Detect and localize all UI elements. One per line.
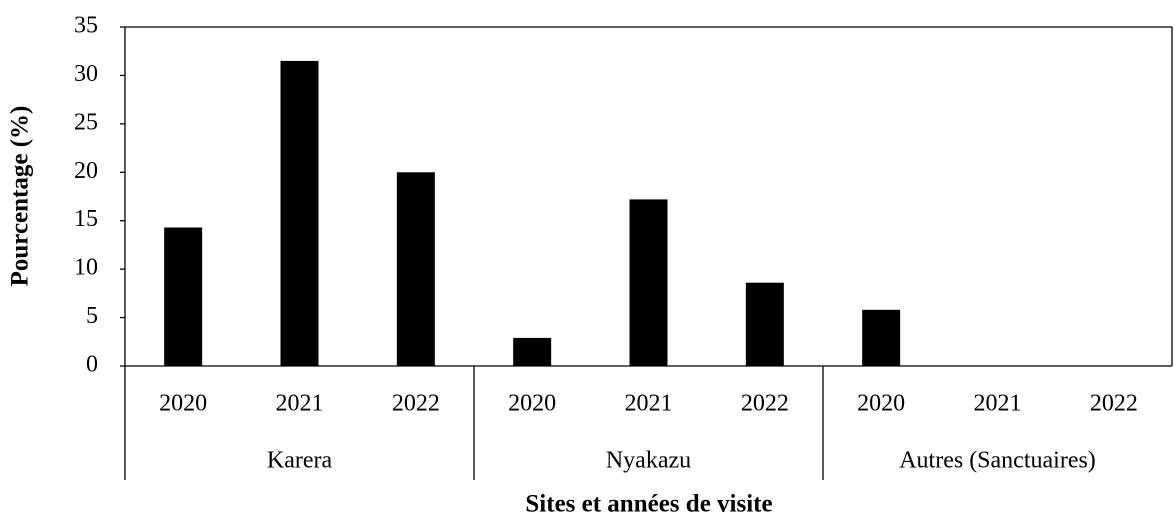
x-tick-label: 2021 — [276, 391, 324, 417]
y-tick-label: 0 — [86, 352, 98, 378]
x-tick-label: 2022 — [1090, 391, 1138, 417]
group-label: Autres (Sanctuaires) — [899, 448, 1096, 474]
bar — [513, 337, 552, 366]
x-tick-label: 2020 — [508, 391, 556, 417]
group-label: Nyakazu — [606, 448, 691, 474]
x-tick-label: 2020 — [159, 391, 207, 417]
x-tick-label: 2022 — [741, 391, 789, 417]
y-tick-label: 15 — [74, 206, 98, 232]
y-axis-label: Pourcentage (%) — [7, 106, 34, 287]
group-label: Karera — [267, 448, 333, 474]
y-tick-label: 35 — [74, 13, 98, 39]
bar — [396, 172, 435, 366]
y-tick-label: 20 — [74, 158, 98, 184]
y-tick-label: 30 — [74, 61, 98, 87]
bar — [164, 227, 203, 366]
x-tick-label: 2020 — [857, 391, 905, 417]
y-tick-label: 10 — [74, 255, 98, 281]
y-tick-label: 25 — [74, 109, 98, 135]
bar — [745, 282, 784, 366]
y-tick-label: 5 — [86, 303, 98, 329]
x-axis-label: Sites et années de visite — [525, 491, 772, 518]
bar — [862, 309, 901, 366]
bar — [280, 60, 319, 367]
x-tick-label: 2022 — [392, 391, 440, 417]
x-tick-label: 2021 — [625, 391, 673, 417]
bar — [629, 199, 668, 366]
x-tick-label: 2021 — [974, 391, 1022, 417]
